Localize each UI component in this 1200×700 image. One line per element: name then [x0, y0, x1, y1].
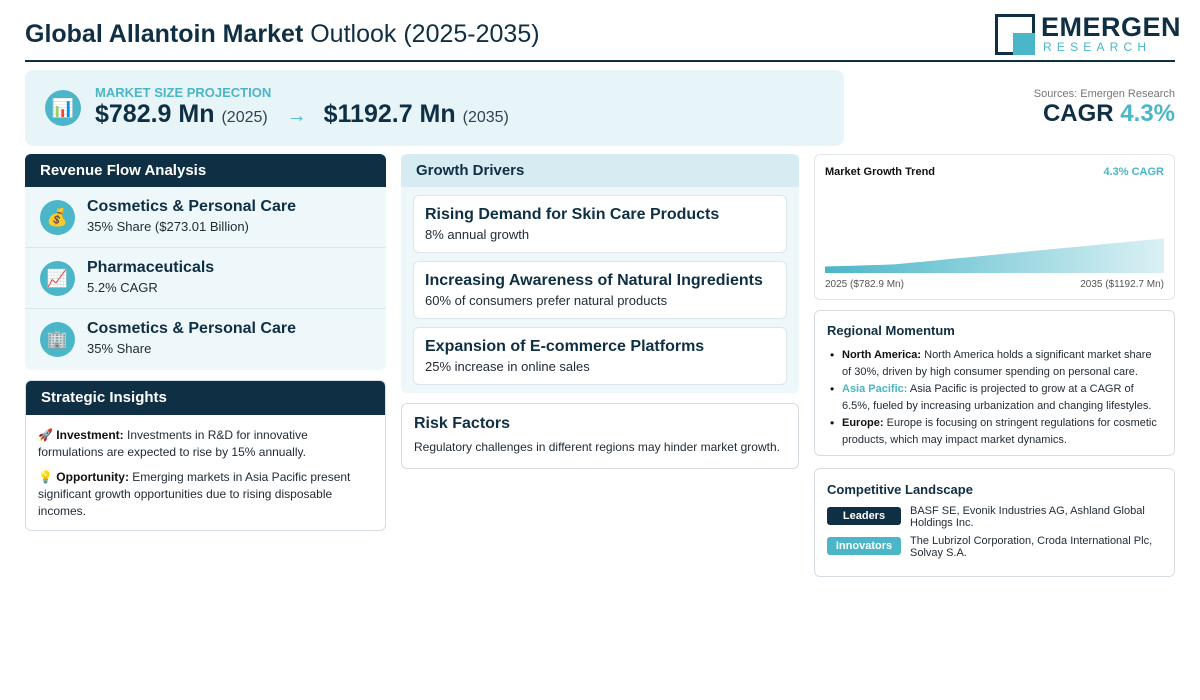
strategic-insights-panel: Strategic Insights 🚀 Investment: Investm… — [25, 380, 386, 531]
strategic-insights-title: Strategic Insights — [26, 381, 385, 415]
revenue-item-sub: 5.2% CAGR — [87, 280, 158, 295]
risk-factors-title: Risk Factors — [414, 415, 511, 432]
insight-opportunity: 💡 Opportunity: Emerging markets in Asia … — [38, 469, 373, 520]
arrow-right-icon: → — [286, 105, 307, 127]
driver-sub: 25% increase in online sales — [425, 359, 590, 374]
region-text: North America holds a significant market… — [842, 349, 1152, 378]
market-growth-trend-panel: Market Growth Trend 4.3% CAGR 2025 ($782… — [814, 154, 1175, 300]
cagr-label: CAGR — [1042, 100, 1114, 127]
region-label: Asia Pacific: — [842, 383, 908, 395]
trend-start-label: 2025 ($782.9 Mn) — [825, 279, 904, 290]
competitor-text: The Lubrizol Corporation, Croda Internat… — [910, 535, 1153, 559]
revenue-flow-title: Revenue Flow Analysis — [25, 154, 386, 187]
revenue-item: 💰 Cosmetics & Personal Care 35% Share ($… — [25, 187, 386, 248]
logo-subtitle: RESEARCH — [1043, 40, 1152, 54]
projection-start-value: $782.9 Mn — [95, 100, 215, 128]
page-title-rest: Outlook (2025-2035) — [310, 20, 540, 48]
projection-end-year: (2035) — [462, 109, 509, 126]
regional-momentum-panel: Regional Momentum North America: North A… — [814, 310, 1175, 456]
projection-start-year: (2025) — [221, 109, 268, 126]
chart-icon: 📊 — [45, 90, 81, 126]
revenue-item-title: Cosmetics & Personal Care — [87, 198, 296, 215]
competitive-landscape-title: Competitive Landscape — [827, 482, 973, 497]
driver-sub: 60% of consumers prefer natural products — [425, 293, 668, 308]
driver-card: Expansion of E-commerce Platforms 25% in… — [413, 327, 787, 385]
emergen-logo: EMERGEN RESEARCH — [995, 12, 1181, 56]
trend-end-label: 2035 ($1192.7 Mn) — [1080, 279, 1164, 290]
risk-factors-panel: Risk Factors Regulatory challenges in di… — [401, 403, 799, 469]
logo-name: EMERGEN — [1041, 12, 1182, 42]
region-text: Asia Pacific is projected to grow at a C… — [842, 383, 1152, 412]
projection-values: $782.9 Mn (2025) → $1192.7 Mn (2035) — [95, 100, 509, 129]
driver-title: Increasing Awareness of Natural Ingredie… — [425, 272, 763, 289]
leaders-badge: Leaders — [827, 507, 901, 525]
trend-chart-icon: 📈 — [40, 261, 75, 296]
region-item-asia-pacific: Asia Pacific: Asia Pacific is projected … — [827, 381, 1162, 414]
cagr-value: 4.3% — [1120, 100, 1175, 127]
lightbulb-icon: 💡 — [38, 470, 53, 484]
revenue-item: 🏢 Cosmetics & Personal Care 35% Share — [25, 309, 386, 370]
driver-title: Expansion of E-commerce Platforms — [425, 338, 705, 355]
region-list: North America: North America holds a sig… — [827, 347, 1162, 449]
revenue-item-sub: 35% Share — [87, 341, 152, 356]
revenue-item-title: Pharmaceuticals — [87, 259, 215, 276]
regional-momentum-title: Regional Momentum — [827, 323, 955, 338]
rocket-icon: 🚀 — [38, 428, 53, 442]
page-title-bold: Global Allantoin Market — [25, 20, 304, 48]
page-title: Global Allantoin Market Outlook (2025-20… — [25, 20, 540, 49]
revenue-item-sub: 35% Share ($273.01 Billion) — [87, 219, 249, 234]
cagr-summary: CAGR 4.3% — [1043, 100, 1175, 128]
driver-card: Rising Demand for Skin Care Products 8% … — [413, 195, 787, 253]
revenue-item: 📈 Pharmaceuticals 5.2% CAGR — [25, 248, 386, 309]
driver-title: Rising Demand for Skin Care Products — [425, 206, 720, 223]
market-size-projection: 📊 MARKET SIZE PROJECTION $782.9 Mn (2025… — [25, 70, 844, 146]
insight-text: Investments in R&D for innovative formul… — [38, 428, 308, 459]
projection-end-value: $1192.7 Mn — [323, 100, 456, 128]
region-item-north-america: North America: North America holds a sig… — [827, 347, 1162, 380]
revenue-flow-panel: Revenue Flow Analysis 💰 Cosmetics & Pers… — [25, 154, 386, 370]
region-label: Europe: — [842, 417, 884, 429]
growth-trend-area — [825, 238, 1164, 273]
insight-investment: 🚀 Investment: Investments in R&D for inn… — [38, 427, 373, 461]
growth-drivers-panel: Growth Drivers Rising Demand for Skin Ca… — [401, 154, 799, 393]
trend-title: Market Growth Trend — [825, 166, 936, 178]
strategic-insights-body: 🚀 Investment: Investments in R&D for inn… — [26, 415, 385, 520]
region-item-europe: Europe: Europe is focusing on stringent … — [827, 415, 1162, 448]
competitor-text: BASF SE, Evonik Industries AG, Ashland G… — [910, 505, 1145, 529]
insight-text: Emerging markets in Asia Pacific present… — [38, 470, 351, 518]
projection-label: MARKET SIZE PROJECTION — [95, 85, 272, 100]
building-icon: 🏢 — [40, 322, 75, 357]
trend-cagr: 4.3% CAGR — [1103, 166, 1164, 178]
money-bag-icon: 💰 — [40, 200, 75, 235]
growth-trend-chart — [825, 238, 1164, 273]
region-text: Europe is focusing on stringent regulati… — [842, 417, 1157, 446]
revenue-item-title: Cosmetics & Personal Care — [87, 320, 296, 337]
insight-label: Investment: — [56, 428, 124, 442]
risk-factors-text: Regulatory challenges in different regio… — [414, 440, 780, 454]
growth-drivers-title: Growth Drivers — [401, 154, 799, 187]
page-header: Global Allantoin Market Outlook (2025-20… — [25, 10, 1181, 62]
competitive-landscape-panel: Competitive Landscape Leaders BASF SE, E… — [814, 468, 1175, 577]
driver-sub: 8% annual growth — [425, 227, 530, 242]
sources-text: Sources: Emergen Research — [1033, 88, 1175, 100]
insight-label: Opportunity: — [56, 470, 129, 484]
logo-mark-icon — [995, 14, 1035, 55]
innovators-badge: Innovators — [827, 537, 901, 555]
driver-card: Increasing Awareness of Natural Ingredie… — [413, 261, 787, 319]
region-label: North America: — [842, 349, 922, 361]
